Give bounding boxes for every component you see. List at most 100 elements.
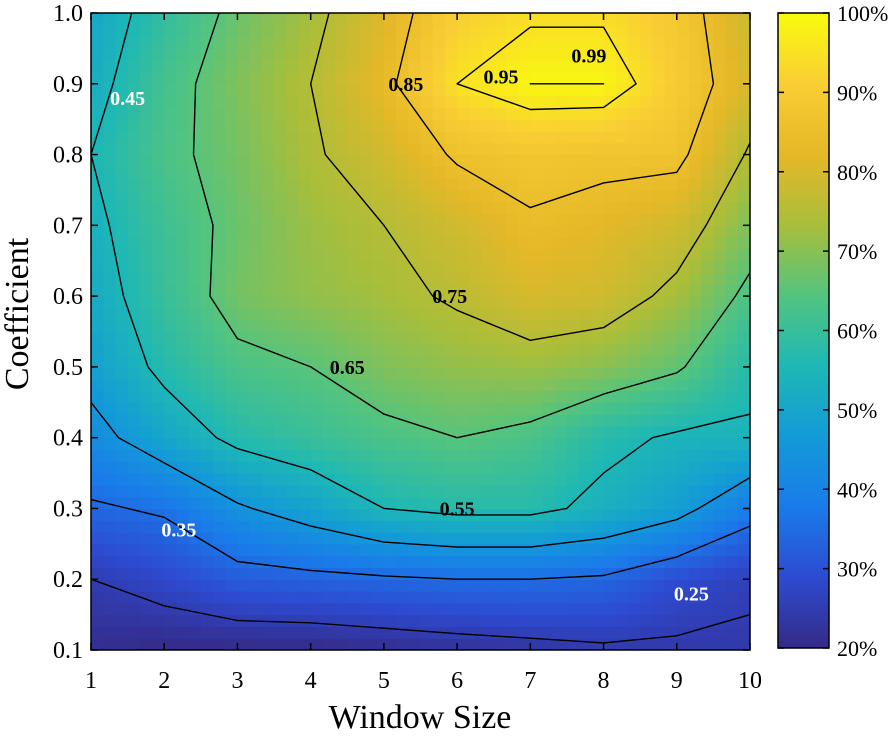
heatmap-cell: [457, 130, 470, 144]
heatmap-cell: [335, 307, 348, 321]
heatmap-cell: [701, 154, 714, 167]
heatmap-cell: [493, 602, 507, 616]
heatmap-cell: [688, 95, 702, 108]
heatmap-cell: [652, 567, 666, 580]
heatmap-cell: [444, 484, 458, 498]
heatmap-cell: [139, 402, 153, 415]
heatmap-cell: [420, 166, 434, 179]
heatmap-cell: [591, 154, 605, 167]
heatmap-cell: [164, 178, 178, 191]
heatmap-cell: [371, 24, 385, 38]
heatmap-cell: [444, 520, 458, 533]
heatmap-cell: [200, 626, 214, 639]
heatmap-cell: [554, 343, 568, 356]
heatmap-cell: [566, 130, 580, 144]
heatmap-cell: [115, 484, 129, 498]
heatmap-cell: [615, 614, 629, 628]
heatmap-cell: [176, 154, 190, 167]
heatmap-cell: [591, 414, 605, 427]
heatmap-cell: [701, 567, 714, 580]
heatmap-cell: [713, 166, 727, 179]
heatmap-cell: [359, 166, 373, 179]
heatmap-cell: [676, 166, 690, 179]
heatmap-cell: [432, 272, 446, 285]
heatmap-cell: [493, 36, 507, 49]
heatmap-cell: [237, 449, 251, 462]
heatmap-cell: [371, 543, 385, 557]
heatmap-cell: [493, 48, 507, 61]
heatmap-cell: [249, 260, 263, 274]
heatmap-cell: [335, 520, 348, 533]
heatmap-cell: [261, 638, 275, 650]
heatmap-cell: [676, 60, 690, 73]
heatmap-cell: [652, 71, 666, 85]
heatmap-cell: [335, 237, 348, 250]
heatmap-cell: [322, 166, 336, 179]
heatmap-cell: [200, 425, 214, 439]
heatmap-cell: [261, 437, 275, 451]
heatmap-cell: [652, 319, 666, 333]
heatmap-cell: [103, 48, 116, 61]
heatmap-cell: [237, 130, 251, 144]
heatmap-cell: [383, 107, 397, 120]
heatmap-cell: [91, 461, 104, 474]
heatmap-cell: [152, 260, 165, 274]
heatmap-cell: [688, 355, 702, 368]
heatmap-cell: [652, 213, 666, 226]
heatmap-cell: [274, 484, 287, 498]
heatmap-cell: [676, 83, 690, 97]
heatmap-cell: [359, 189, 373, 203]
heatmap-cell: [542, 130, 556, 144]
heatmap-cell: [359, 296, 373, 309]
heatmap-cell: [566, 484, 580, 498]
heatmap-cell: [359, 71, 373, 85]
heatmap-cell: [213, 95, 226, 108]
heatmap-cell: [579, 425, 592, 439]
heatmap-cell: [664, 602, 678, 616]
heatmap-cell: [725, 119, 739, 132]
heatmap-cell: [688, 579, 702, 592]
heatmap-cell: [518, 296, 531, 309]
heatmap-cell: [432, 142, 446, 156]
heatmap-cell: [457, 520, 470, 533]
heatmap-cell: [432, 83, 446, 97]
heatmap-cell: [530, 520, 544, 533]
heatmap-cell: [542, 555, 556, 569]
heatmap-cell: [652, 296, 666, 309]
heatmap-cell: [737, 213, 750, 226]
heatmap-cell: [444, 24, 458, 38]
heatmap-cell: [676, 473, 690, 486]
heatmap-cell: [115, 272, 129, 285]
heatmap-cell: [591, 602, 605, 616]
heatmap-cell: [664, 95, 678, 108]
heatmap-cell: [432, 36, 446, 49]
heatmap-cell: [152, 107, 165, 120]
heatmap-cell: [688, 331, 702, 344]
heatmap-cell: [701, 626, 714, 639]
heatmap-cell: [713, 95, 727, 108]
heatmap-cell: [176, 237, 190, 250]
heatmap-cell: [615, 60, 629, 73]
heatmap-cell: [127, 343, 141, 356]
heatmap-cell: [554, 248, 568, 262]
heatmap-cell: [139, 567, 153, 580]
heatmap-cell: [493, 95, 507, 108]
heatmap-cell: [725, 260, 739, 274]
heatmap-cell: [493, 543, 507, 557]
heatmap-cell: [103, 355, 116, 368]
heatmap-cell: [701, 272, 714, 285]
heatmap-cell: [103, 201, 116, 215]
heatmap-cell: [359, 36, 373, 49]
heatmap-cell: [627, 355, 641, 368]
heatmap-cell: [383, 24, 397, 38]
heatmap-cell: [103, 343, 116, 356]
heatmap-cell: [420, 402, 434, 415]
heatmap-cell: [359, 638, 373, 650]
heatmap-cell: [298, 331, 312, 344]
heatmap-cell: [322, 602, 336, 616]
heatmap-cell: [274, 71, 287, 85]
heatmap-cell: [139, 496, 153, 510]
heatmap-cell: [383, 213, 397, 226]
heatmap-cell: [322, 189, 336, 203]
heatmap-cell: [274, 48, 287, 61]
